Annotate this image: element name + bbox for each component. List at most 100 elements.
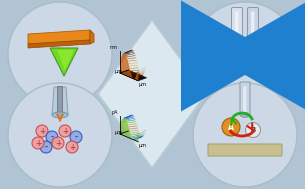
Text: pA: pA (112, 110, 118, 115)
Circle shape (32, 137, 44, 149)
Text: μm: μm (114, 69, 122, 74)
Polygon shape (127, 118, 128, 119)
Polygon shape (132, 65, 133, 66)
Text: B: B (250, 127, 256, 133)
Polygon shape (130, 52, 132, 53)
Text: A: A (228, 122, 234, 132)
Polygon shape (135, 134, 136, 135)
Polygon shape (130, 133, 131, 139)
Polygon shape (134, 72, 135, 73)
Polygon shape (133, 126, 134, 127)
Polygon shape (128, 126, 130, 127)
Polygon shape (135, 77, 136, 80)
Polygon shape (127, 53, 129, 54)
Polygon shape (134, 134, 135, 135)
Circle shape (70, 131, 82, 143)
Polygon shape (130, 56, 131, 57)
Polygon shape (137, 72, 138, 81)
Polygon shape (130, 71, 131, 78)
Polygon shape (137, 138, 138, 139)
Polygon shape (141, 136, 142, 137)
Polygon shape (128, 116, 129, 117)
Polygon shape (28, 40, 90, 48)
Polygon shape (126, 52, 127, 53)
Polygon shape (141, 134, 142, 135)
Polygon shape (123, 118, 124, 136)
Polygon shape (135, 77, 136, 78)
Polygon shape (126, 117, 127, 118)
Polygon shape (127, 51, 128, 52)
Polygon shape (135, 65, 137, 66)
Polygon shape (140, 76, 141, 77)
Polygon shape (131, 68, 132, 69)
Polygon shape (137, 72, 138, 73)
Polygon shape (129, 54, 130, 55)
Polygon shape (135, 139, 136, 140)
Polygon shape (124, 53, 125, 54)
Circle shape (193, 2, 297, 106)
Polygon shape (123, 58, 124, 59)
Polygon shape (128, 116, 129, 117)
Polygon shape (132, 63, 133, 64)
Polygon shape (135, 125, 137, 126)
Polygon shape (135, 139, 137, 140)
Polygon shape (127, 117, 128, 118)
Polygon shape (131, 115, 132, 116)
Polygon shape (132, 130, 134, 131)
Polygon shape (132, 130, 133, 131)
Polygon shape (134, 118, 135, 119)
Polygon shape (135, 78, 137, 79)
Polygon shape (130, 116, 131, 117)
Polygon shape (90, 30, 94, 44)
Polygon shape (120, 122, 121, 135)
Polygon shape (131, 70, 132, 71)
Polygon shape (129, 122, 131, 123)
Polygon shape (129, 50, 131, 51)
FancyBboxPatch shape (235, 12, 239, 46)
Polygon shape (136, 135, 138, 136)
Polygon shape (138, 76, 139, 77)
Polygon shape (142, 136, 143, 137)
Polygon shape (138, 135, 139, 136)
Polygon shape (128, 117, 129, 118)
Text: μm: μm (138, 82, 146, 87)
Polygon shape (138, 67, 139, 68)
Polygon shape (127, 54, 128, 55)
Polygon shape (28, 30, 90, 44)
Polygon shape (134, 53, 135, 54)
Polygon shape (134, 76, 135, 77)
Polygon shape (127, 53, 128, 54)
Polygon shape (134, 78, 135, 79)
Polygon shape (135, 74, 136, 75)
Circle shape (66, 141, 78, 153)
Polygon shape (134, 70, 135, 71)
Polygon shape (128, 56, 129, 57)
Polygon shape (133, 53, 135, 54)
Polygon shape (131, 115, 133, 116)
Polygon shape (127, 118, 129, 119)
Polygon shape (132, 118, 133, 119)
Polygon shape (137, 137, 138, 138)
Polygon shape (121, 61, 122, 62)
Polygon shape (136, 136, 137, 141)
Polygon shape (140, 137, 142, 138)
Polygon shape (136, 138, 137, 139)
Polygon shape (140, 76, 142, 77)
Circle shape (246, 122, 260, 138)
Circle shape (193, 83, 297, 187)
Polygon shape (136, 74, 137, 80)
Polygon shape (133, 139, 135, 140)
Polygon shape (137, 76, 138, 77)
Polygon shape (143, 133, 145, 134)
Circle shape (222, 118, 240, 136)
Polygon shape (135, 70, 137, 71)
Polygon shape (127, 52, 128, 53)
Polygon shape (142, 74, 143, 75)
Polygon shape (135, 60, 136, 61)
Text: -: - (45, 143, 48, 152)
Polygon shape (134, 60, 135, 61)
Polygon shape (138, 74, 139, 75)
Polygon shape (140, 132, 142, 133)
Polygon shape (135, 132, 137, 133)
Polygon shape (139, 137, 141, 138)
